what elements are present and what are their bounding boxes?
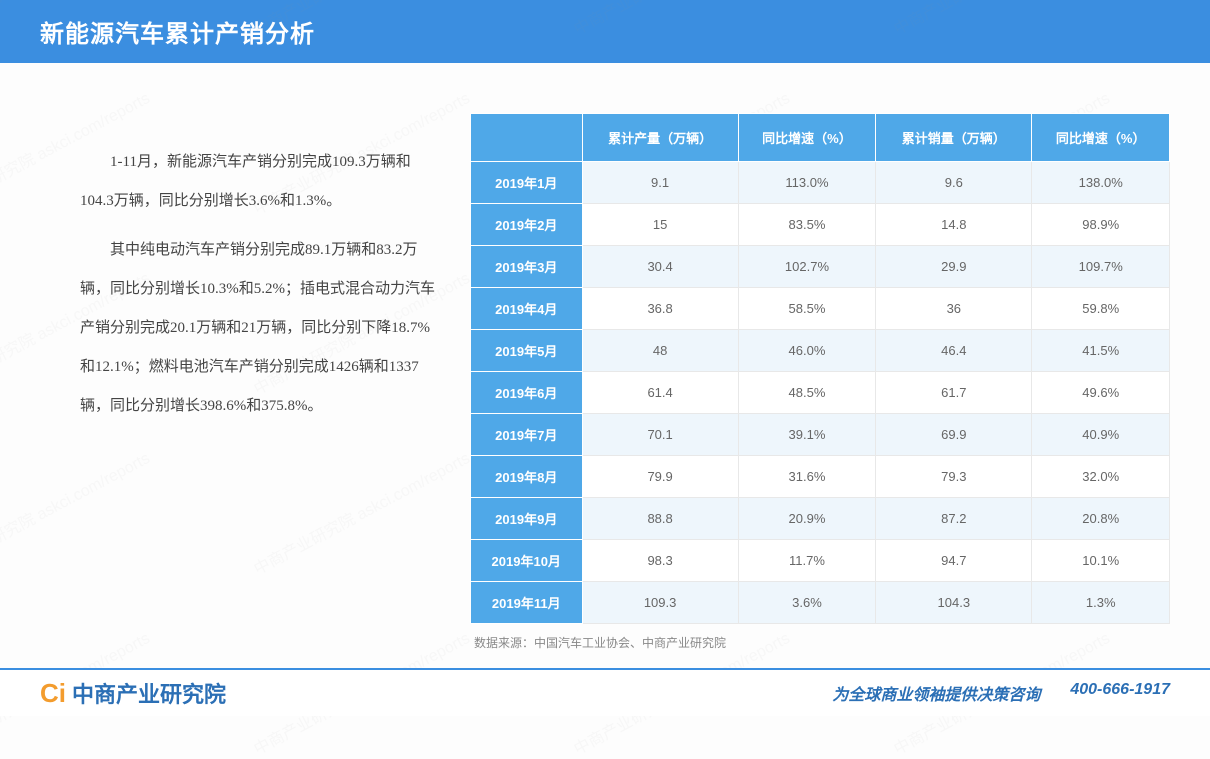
table-cell: 36.8: [582, 288, 738, 330]
table-body: 2019年1月9.1113.0%9.6138.0%2019年2月1583.5%1…: [471, 162, 1170, 624]
data-source-line: 数据来源：中国汽车工业协会、中商产业研究院: [470, 634, 1170, 651]
footer-logo-text: 中商产业研究院: [72, 677, 226, 709]
table-cell: 46.0%: [738, 330, 876, 372]
table-row: 2019年10月98.311.7%94.710.1%: [471, 540, 1170, 582]
table-col-header: 同比增速（%）: [738, 114, 876, 162]
table-row-label: 2019年5月: [471, 330, 583, 372]
table-row: 2019年11月109.33.6%104.31.3%: [471, 582, 1170, 624]
content-area: 1-11月，新能源汽车产销分别完成109.3万辆和104.3万辆，同比分别增长3…: [0, 63, 1210, 671]
table-row: 2019年3月30.4102.7%29.9109.7%: [471, 246, 1170, 288]
table-cell: 94.7: [876, 540, 1032, 582]
table-row: 2019年4月36.858.5%3659.8%: [471, 288, 1170, 330]
table-cell: 104.3: [876, 582, 1032, 624]
data-table: 累计产量（万辆）同比增速（%）累计销量（万辆）同比增速（%） 2019年1月9.…: [470, 113, 1170, 624]
footer-phone: 400-666-1917: [1070, 681, 1170, 705]
table-cell: 40.9%: [1032, 414, 1170, 456]
footer-bar: Ci 中商产业研究院 为全球商业领袖提供决策咨询 400-666-1917: [0, 668, 1210, 716]
table-row: 2019年7月70.139.1%69.940.9%: [471, 414, 1170, 456]
table-row-label: 2019年2月: [471, 204, 583, 246]
table-cell: 109.3: [582, 582, 738, 624]
table-cell: 46.4: [876, 330, 1032, 372]
table-row-label: 2019年7月: [471, 414, 583, 456]
summary-paragraph-1: 1-11月，新能源汽车产销分别完成109.3万辆和104.3万辆，同比分别增长3…: [80, 143, 440, 221]
table-cell: 87.2: [876, 498, 1032, 540]
table-row: 2019年2月1583.5%14.898.9%: [471, 204, 1170, 246]
footer-tagline: 为全球商业领袖提供决策咨询: [832, 681, 1040, 705]
table-cell: 61.7: [876, 372, 1032, 414]
table-cell: 59.8%: [1032, 288, 1170, 330]
table-row: 2019年6月61.448.5%61.749.6%: [471, 372, 1170, 414]
table-cell: 58.5%: [738, 288, 876, 330]
table-cell: 11.7%: [738, 540, 876, 582]
table-cell: 9.1: [582, 162, 738, 204]
table-cell: 36: [876, 288, 1032, 330]
table-cell: 61.4: [582, 372, 738, 414]
table-cell: 10.1%: [1032, 540, 1170, 582]
table-cell: 39.1%: [738, 414, 876, 456]
summary-paragraph-2: 其中纯电动汽车产销分别完成89.1万辆和83.2万辆，同比分别增长10.3%和5…: [80, 231, 440, 426]
table-cell: 3.6%: [738, 582, 876, 624]
footer-right: 为全球商业领袖提供决策咨询 400-666-1917: [832, 681, 1170, 705]
table-cell: 15: [582, 204, 738, 246]
table-cell: 79.9: [582, 456, 738, 498]
table-cell: 69.9: [876, 414, 1032, 456]
table-row: 2019年8月79.931.6%79.332.0%: [471, 456, 1170, 498]
table-row-label: 2019年6月: [471, 372, 583, 414]
table-cell: 138.0%: [1032, 162, 1170, 204]
table-cell: 31.6%: [738, 456, 876, 498]
table-cell: 88.8: [582, 498, 738, 540]
table-header-row: 累计产量（万辆）同比增速（%）累计销量（万辆）同比增速（%）: [471, 114, 1170, 162]
summary-text: 1-11月，新能源汽车产销分别完成109.3万辆和104.3万辆，同比分别增长3…: [80, 113, 440, 651]
table-cell: 113.0%: [738, 162, 876, 204]
footer-logo: Ci 中商产业研究院: [40, 677, 226, 709]
table-cell: 20.8%: [1032, 498, 1170, 540]
table-row-label: 2019年9月: [471, 498, 583, 540]
table-cell: 29.9: [876, 246, 1032, 288]
table-cell: 1.3%: [1032, 582, 1170, 624]
table-container: 累计产量（万辆）同比增速（%）累计销量（万辆）同比增速（%） 2019年1月9.…: [470, 113, 1170, 651]
table-cell: 79.3: [876, 456, 1032, 498]
table-col-header: 同比增速（%）: [1032, 114, 1170, 162]
table-cell: 70.1: [582, 414, 738, 456]
table-cell: 30.4: [582, 246, 738, 288]
table-row: 2019年1月9.1113.0%9.6138.0%: [471, 162, 1170, 204]
table-cell: 32.0%: [1032, 456, 1170, 498]
table-cell: 48.5%: [738, 372, 876, 414]
table-row-label: 2019年10月: [471, 540, 583, 582]
table-row-label: 2019年4月: [471, 288, 583, 330]
table-cell: 98.3: [582, 540, 738, 582]
table-col-header: [471, 114, 583, 162]
table-cell: 109.7%: [1032, 246, 1170, 288]
table-cell: 14.8: [876, 204, 1032, 246]
table-cell: 102.7%: [738, 246, 876, 288]
table-col-header: 累计产量（万辆）: [582, 114, 738, 162]
table-col-header: 累计销量（万辆）: [876, 114, 1032, 162]
table-cell: 83.5%: [738, 204, 876, 246]
logo-icon: Ci: [40, 678, 66, 709]
table-cell: 9.6: [876, 162, 1032, 204]
table-row-label: 2019年11月: [471, 582, 583, 624]
page-title-bar: 新能源汽车累计产销分析: [0, 0, 1210, 63]
table-row-label: 2019年8月: [471, 456, 583, 498]
table-cell: 48: [582, 330, 738, 372]
table-row: 2019年5月4846.0%46.441.5%: [471, 330, 1170, 372]
table-row: 2019年9月88.820.9%87.220.8%: [471, 498, 1170, 540]
page-title: 新能源汽车累计产销分析: [40, 21, 315, 48]
table-cell: 49.6%: [1032, 372, 1170, 414]
table-cell: 98.9%: [1032, 204, 1170, 246]
table-cell: 20.9%: [738, 498, 876, 540]
table-cell: 41.5%: [1032, 330, 1170, 372]
table-row-label: 2019年3月: [471, 246, 583, 288]
table-row-label: 2019年1月: [471, 162, 583, 204]
